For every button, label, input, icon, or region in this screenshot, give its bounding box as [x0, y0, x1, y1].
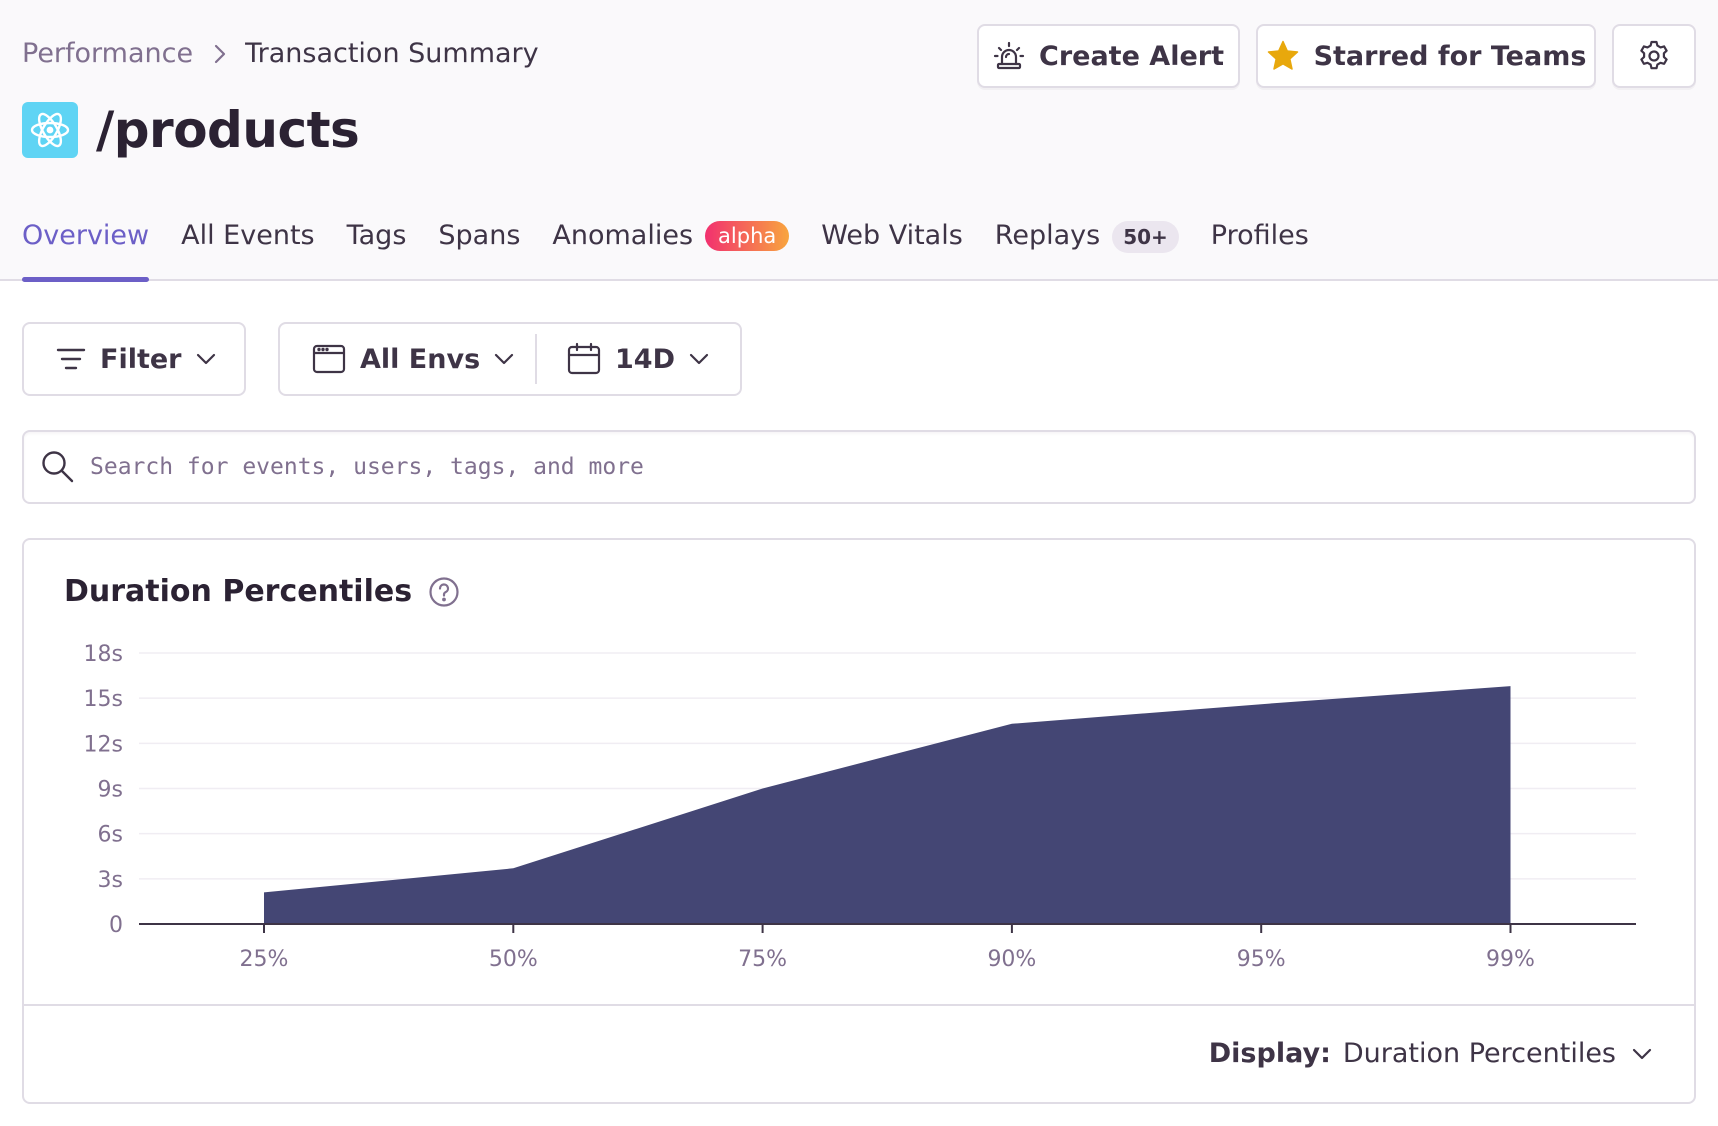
star-icon	[1266, 39, 1300, 73]
env-date-selector-group: All Envs 14D	[278, 322, 742, 396]
tab-web-vitals[interactable]: Web Vitals	[821, 220, 963, 281]
x-tick-label: 99%	[1486, 947, 1535, 972]
breadcrumb-current: Transaction Summary	[245, 38, 539, 69]
tab-anomalies-label: Anomalies	[552, 220, 694, 251]
tab-bar: Overview All Events Tags Spans Anomalies…	[22, 220, 1341, 282]
tab-all-events-label: All Events	[181, 220, 315, 251]
search-icon	[40, 449, 76, 485]
breadcrumb: Performance Transaction Summary	[22, 38, 539, 69]
chevron-right-icon	[213, 43, 227, 65]
x-tick-label: 25%	[240, 947, 289, 972]
y-tick-label: 9s	[98, 778, 123, 803]
chevron-down-icon	[196, 353, 216, 365]
panel-title: Duration Percentiles	[64, 574, 413, 609]
tab-overview[interactable]: Overview	[22, 220, 150, 282]
breadcrumb-performance-link[interactable]: Performance	[22, 38, 194, 69]
chevron-down-icon	[494, 353, 514, 365]
x-tick-label: 75%	[738, 947, 787, 972]
tab-profiles[interactable]: Profiles	[1211, 220, 1309, 281]
alpha-badge: alpha	[705, 221, 790, 251]
create-alert-button[interactable]: Create Alert	[977, 24, 1240, 88]
window-icon	[312, 343, 346, 375]
tab-replays[interactable]: Replays 50+	[995, 220, 1179, 281]
environment-selector[interactable]: All Envs	[280, 334, 537, 384]
tab-overview-label: Overview	[22, 220, 150, 251]
x-tick-label: 50%	[489, 947, 538, 972]
page-title: /products	[96, 101, 360, 159]
tab-anomalies[interactable]: Anomalies alpha	[552, 220, 790, 281]
filter-lines-icon	[56, 346, 86, 372]
starred-label: Starred for Teams	[1313, 40, 1587, 72]
gear-icon	[1637, 39, 1671, 73]
tab-all-events[interactable]: All Events	[181, 220, 314, 281]
display-label: Display:	[1208, 1038, 1331, 1069]
y-tick-label: 0	[109, 913, 123, 938]
replays-count-badge: 50+	[1112, 221, 1179, 253]
y-tick-label: 12s	[84, 732, 123, 757]
date-range-label: 14D	[615, 343, 675, 375]
duration-percentiles-panel: Duration Percentiles 0 3s 6s 9s 12s 15s 18s 25%…	[22, 538, 1696, 1104]
x-tick-label: 90%	[987, 947, 1036, 972]
duration-area-series	[264, 686, 1511, 924]
tab-web-vitals-label: Web Vitals	[821, 220, 963, 251]
page-header: Performance Transaction Summary /product…	[0, 0, 1718, 282]
chevron-down-icon	[1632, 1048, 1652, 1060]
duration-percentiles-chart: 0 3s 6s 9s 12s 15s 18s 25% 50% 75% 90% 95% 99%	[84, 642, 1636, 972]
x-tick-label: 95%	[1237, 947, 1286, 972]
y-tick-label: 3s	[98, 868, 123, 893]
y-tick-label: 15s	[84, 687, 123, 712]
search-input[interactable]	[90, 454, 1650, 480]
search-bar	[22, 430, 1696, 504]
starred-for-teams-button[interactable]: Starred for Teams	[1256, 24, 1596, 88]
siren-icon	[993, 40, 1025, 72]
display-value: Duration Percentiles	[1342, 1038, 1616, 1069]
date-range-selector[interactable]: 14D	[537, 324, 709, 394]
y-tick-label: 18s	[84, 642, 123, 667]
panel-footer: Display: Duration Percentiles	[24, 1004, 1694, 1104]
tab-replays-label: Replays	[994, 220, 1101, 251]
settings-button[interactable]	[1612, 24, 1696, 88]
tab-spans[interactable]: Spans	[438, 220, 520, 281]
y-tick-label: 6s	[98, 823, 123, 848]
filter-label: Filter	[100, 343, 182, 375]
chevron-down-icon	[689, 353, 709, 365]
react-icon	[22, 102, 78, 158]
create-alert-label: Create Alert	[1039, 40, 1224, 72]
calendar-icon	[567, 342, 601, 376]
filter-dropdown-button[interactable]: Filter	[22, 322, 246, 396]
tab-tags-label: Tags	[346, 220, 407, 251]
tab-profiles-label: Profiles	[1210, 220, 1309, 251]
tab-spans-label: Spans	[438, 220, 521, 251]
environment-label: All Envs	[360, 343, 481, 375]
help-question-icon[interactable]	[428, 576, 460, 608]
tab-tags[interactable]: Tags	[347, 220, 407, 281]
display-selector[interactable]: Display: Duration Percentiles	[1209, 1038, 1652, 1069]
